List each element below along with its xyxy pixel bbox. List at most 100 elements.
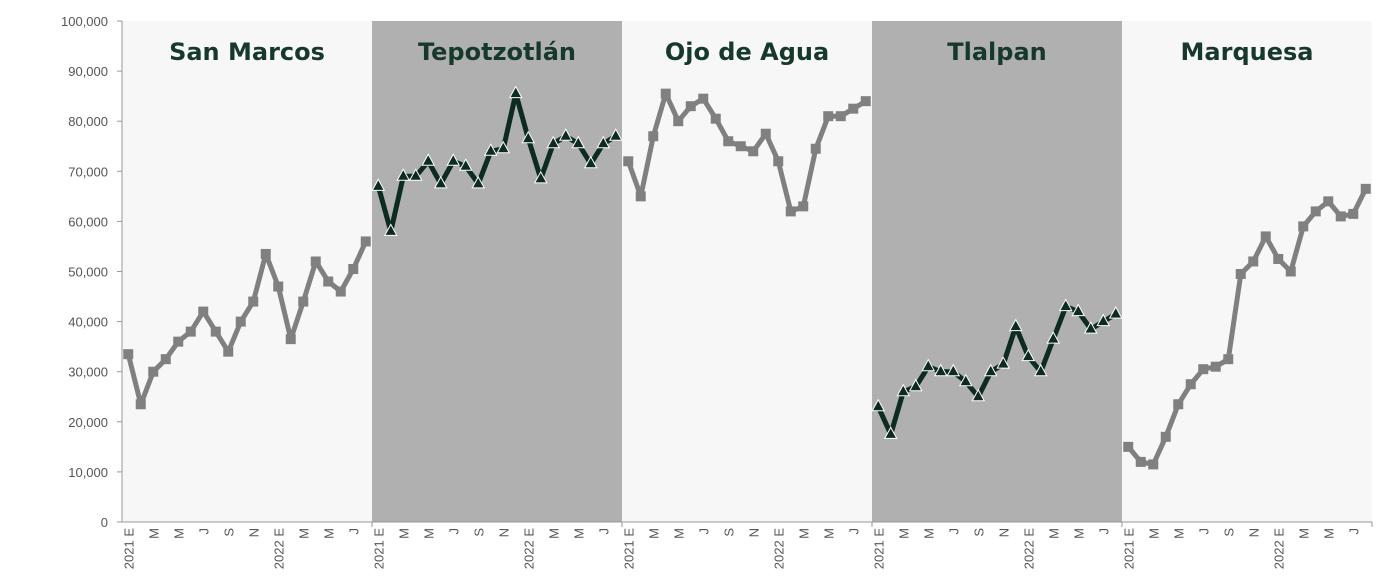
marker xyxy=(1160,431,1171,442)
marker xyxy=(185,326,196,337)
x-tick-label: J xyxy=(1096,528,1111,535)
y-tick-label: 20,000 xyxy=(68,415,108,430)
marker xyxy=(673,116,684,127)
marker xyxy=(933,363,948,377)
x-tick-label: S xyxy=(971,528,986,537)
x-tick-label: M xyxy=(396,528,411,539)
marker xyxy=(735,141,746,152)
x-tick-label: J xyxy=(846,528,861,535)
marker xyxy=(408,168,423,181)
marker xyxy=(135,399,146,410)
x-tick-label: M xyxy=(546,528,561,539)
panel-title: Marquesa xyxy=(1181,38,1314,66)
y-tick-label: 80,000 xyxy=(68,114,108,129)
x-tick-label: N xyxy=(746,528,761,537)
x-tick-label: J xyxy=(1346,528,1361,535)
panel-title: Ojo de Agua xyxy=(665,38,829,66)
marker xyxy=(223,346,234,357)
marker xyxy=(198,306,209,317)
x-tick-label: 2022 E xyxy=(771,528,786,570)
marker xyxy=(883,426,898,439)
x-tick-label: 2021 E xyxy=(871,528,886,570)
marker xyxy=(760,128,771,139)
marker xyxy=(810,143,821,154)
marker xyxy=(1096,313,1111,327)
x-tick-label: M xyxy=(571,528,586,539)
marker xyxy=(496,140,511,154)
x-tick-label: N xyxy=(496,528,511,537)
marker xyxy=(1185,379,1196,390)
x-tick-label: M xyxy=(171,528,186,539)
marker xyxy=(1210,361,1221,372)
x-tick-label: M xyxy=(1046,528,1061,539)
marker xyxy=(421,153,436,166)
marker xyxy=(635,191,646,202)
marker xyxy=(723,136,734,147)
marker xyxy=(1260,231,1271,242)
marker xyxy=(848,103,859,114)
marker xyxy=(583,155,598,169)
x-tick-label: S xyxy=(471,528,486,537)
x-tick-label: 2021 E xyxy=(1121,528,1136,570)
y-tick-label: 60,000 xyxy=(68,214,108,229)
marker xyxy=(1173,399,1184,410)
marker xyxy=(1348,208,1359,219)
marker xyxy=(685,101,696,112)
panel-background xyxy=(372,21,622,522)
marker xyxy=(235,316,246,327)
marker xyxy=(1323,196,1334,207)
marker xyxy=(921,358,936,372)
marker xyxy=(433,175,448,189)
marker xyxy=(1058,298,1073,312)
x-tick-label: 2022 E xyxy=(1271,528,1286,570)
marker xyxy=(710,113,721,124)
x-tick-label: N xyxy=(996,528,1011,537)
marker xyxy=(248,296,259,307)
marker xyxy=(1123,441,1134,452)
marker xyxy=(533,170,548,184)
marker xyxy=(773,156,784,167)
x-tick-label: M xyxy=(296,528,311,539)
marker xyxy=(835,111,846,122)
x-tick-label: M xyxy=(1296,528,1311,539)
marker xyxy=(383,223,398,236)
marker xyxy=(596,135,611,149)
marker xyxy=(1198,364,1209,375)
marker xyxy=(971,388,986,402)
marker xyxy=(396,168,411,181)
marker xyxy=(1298,221,1309,232)
panel-background xyxy=(122,21,372,522)
marker xyxy=(285,334,296,345)
x-tick-label: M xyxy=(896,528,911,539)
x-tick-label: S xyxy=(721,528,736,537)
marker xyxy=(1273,253,1284,264)
panel-title: San Marcos xyxy=(169,38,325,66)
marker xyxy=(160,354,171,365)
x-tick-label: J xyxy=(446,528,461,535)
x-tick-label: J xyxy=(946,528,961,535)
x-tick-label: 2022 E xyxy=(1021,528,1036,570)
x-tick-label: M xyxy=(1321,528,1336,539)
x-tick-label: 2022 E xyxy=(271,528,286,570)
marker xyxy=(298,296,309,307)
x-tick-label: M xyxy=(421,528,436,539)
marker xyxy=(1071,303,1086,317)
x-tick-label: M xyxy=(1071,528,1086,539)
x-tick-label: M xyxy=(671,528,686,539)
marker xyxy=(558,128,573,141)
marker xyxy=(446,153,461,166)
x-tick-label: M xyxy=(146,528,161,539)
marker xyxy=(1008,318,1023,332)
marker xyxy=(785,206,796,217)
marker xyxy=(1046,331,1061,344)
marker xyxy=(173,336,184,347)
marker xyxy=(748,146,759,157)
marker xyxy=(1310,206,1321,217)
y-tick-label: 40,000 xyxy=(68,315,108,330)
marker xyxy=(946,363,961,377)
marker xyxy=(348,263,359,274)
marker xyxy=(1135,456,1146,467)
marker xyxy=(148,366,159,377)
marker xyxy=(371,178,386,191)
x-tick-label: 2021 E xyxy=(371,528,386,570)
